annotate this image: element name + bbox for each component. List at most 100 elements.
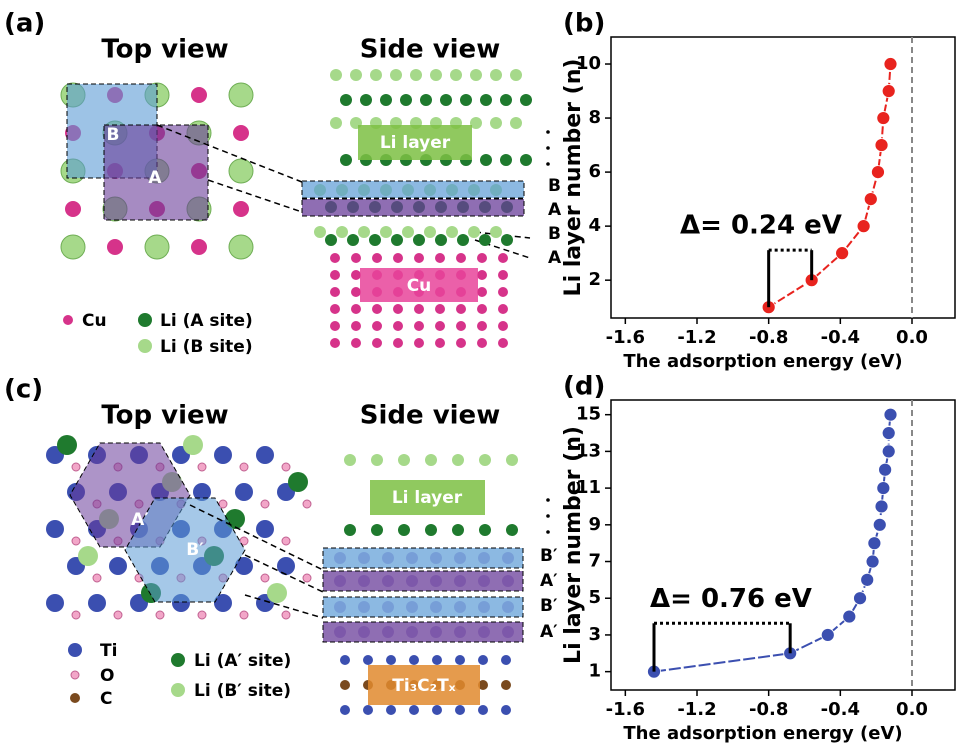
- atom: [229, 235, 253, 259]
- atom: [363, 655, 373, 665]
- atom: [336, 226, 348, 238]
- atom: [46, 594, 64, 612]
- atom: [340, 154, 352, 166]
- atom: [351, 338, 361, 348]
- x-tick-label: 0.0: [896, 699, 928, 720]
- atom: [477, 253, 487, 263]
- atom: [478, 705, 488, 715]
- atom: [393, 321, 403, 331]
- atom: [240, 611, 248, 619]
- atom: [288, 472, 308, 492]
- atom: [369, 234, 381, 246]
- atom: [330, 287, 340, 297]
- atom: [455, 655, 465, 665]
- atom: [277, 557, 295, 575]
- atom: [330, 321, 340, 331]
- atom: [409, 705, 419, 715]
- atom: [490, 117, 502, 129]
- annotation: Δ= 0.24 eV: [680, 211, 842, 241]
- atom: [479, 234, 491, 246]
- legend-label: Li (B site): [160, 337, 253, 357]
- point: [884, 58, 897, 71]
- atom: [477, 338, 487, 348]
- atom: [380, 226, 392, 238]
- atom: [303, 574, 311, 582]
- atom: [501, 655, 511, 665]
- x-axis-title: The adsorption energy (eV): [623, 351, 902, 372]
- atom: [424, 226, 436, 238]
- legend-swatch: [171, 653, 185, 667]
- atom: [191, 239, 207, 255]
- atom: [456, 321, 466, 331]
- heading: Top view: [101, 401, 228, 431]
- atom: [480, 154, 492, 166]
- layer-a-prime: [323, 622, 523, 642]
- site-label: A′: [131, 510, 149, 530]
- atom: [393, 338, 403, 348]
- point: [843, 610, 856, 623]
- atom: [325, 234, 337, 246]
- atom: [432, 705, 442, 715]
- atom: [498, 270, 508, 280]
- atom: [363, 705, 373, 715]
- atom: [409, 655, 419, 665]
- atom: [386, 655, 396, 665]
- point: [857, 220, 870, 233]
- atom: [340, 680, 350, 690]
- stack-label: B: [548, 224, 561, 244]
- heading: Top view: [101, 35, 228, 65]
- atom: [413, 234, 425, 246]
- atom: [372, 321, 382, 331]
- atom: [435, 234, 447, 246]
- atom: [460, 94, 472, 106]
- atom: [372, 338, 382, 348]
- atom: [435, 304, 445, 314]
- stack-label: A′: [540, 622, 558, 642]
- atom: [350, 69, 362, 81]
- atom: [88, 594, 106, 612]
- legend-label: C: [100, 689, 112, 709]
- atom: [391, 234, 403, 246]
- atom: [344, 454, 356, 466]
- atom: [498, 338, 508, 348]
- y-tick-label: 8: [588, 107, 601, 128]
- atom: [72, 537, 80, 545]
- atom: [344, 524, 356, 536]
- atom: [114, 611, 122, 619]
- atom: [347, 234, 359, 246]
- atom: [450, 69, 462, 81]
- site-label: A: [148, 168, 162, 188]
- atom: [72, 611, 80, 619]
- atom: [145, 235, 169, 259]
- atom: [414, 321, 424, 331]
- atom: [520, 94, 532, 106]
- atom: [510, 69, 522, 81]
- atom: [390, 69, 402, 81]
- y-tick-label: 5: [588, 587, 601, 608]
- point: [871, 166, 884, 179]
- x-tick-label: -1.6: [606, 699, 645, 720]
- atom: [501, 680, 511, 690]
- atom: [240, 463, 248, 471]
- atom: [480, 94, 492, 106]
- atom: [414, 304, 424, 314]
- atom: [330, 117, 342, 129]
- atom: [430, 69, 442, 81]
- atom: [490, 69, 502, 81]
- atom: [498, 253, 508, 263]
- x-tick-label: -0.8: [749, 327, 788, 348]
- stack-dots: [546, 498, 550, 534]
- atom: [371, 524, 383, 536]
- stack-label: A: [548, 200, 562, 220]
- atom: [358, 226, 370, 238]
- y-axis-title: Li layer number (n): [561, 426, 586, 664]
- layer-b: [302, 181, 524, 198]
- y-tick-label: 9: [588, 514, 601, 535]
- atom: [506, 524, 518, 536]
- atom: [501, 705, 511, 715]
- atom: [478, 655, 488, 665]
- legend-swatch: [68, 643, 82, 657]
- figure: (a) Top view Side view B A Li layer Cu B…: [0, 0, 960, 747]
- atom: [506, 454, 518, 466]
- atom: [46, 520, 64, 538]
